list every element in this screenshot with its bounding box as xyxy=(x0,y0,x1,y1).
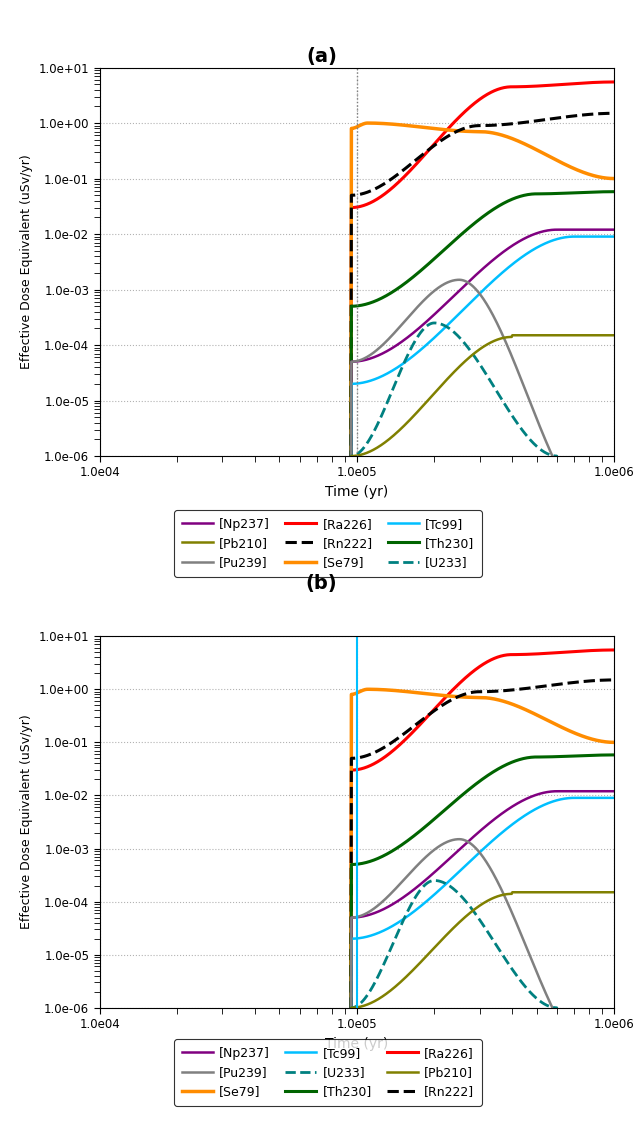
Text: (b): (b) xyxy=(305,574,338,593)
X-axis label: Time (yr): Time (yr) xyxy=(325,485,388,499)
Legend: [Np237], [Pb210], [Pu239], [Ra226], [Rn222], [Se79], [Tc99], [Th230], [U233]: [Np237], [Pb210], [Pu239], [Ra226], [Rn2… xyxy=(174,510,482,577)
X-axis label: Time (yr): Time (yr) xyxy=(325,1037,388,1051)
Legend: [Np237], [Pu239], [Se79], [Tc99], [U233], [Th230], [Ra226], [Pb210], [Rn222]: [Np237], [Pu239], [Se79], [Tc99], [U233]… xyxy=(174,1039,482,1106)
Text: (a): (a) xyxy=(306,47,337,66)
Y-axis label: Effective Dose Equivalent (uSv/yr): Effective Dose Equivalent (uSv/yr) xyxy=(20,154,33,369)
Y-axis label: Effective Dose Equivalent (uSv/yr): Effective Dose Equivalent (uSv/yr) xyxy=(20,715,33,929)
